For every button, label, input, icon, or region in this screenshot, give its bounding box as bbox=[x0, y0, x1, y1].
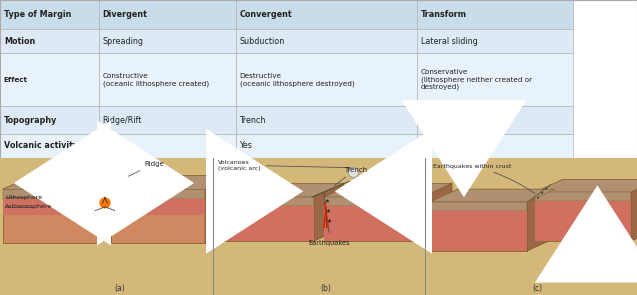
Text: Subduction: Subduction bbox=[240, 37, 285, 46]
Polygon shape bbox=[422, 183, 452, 241]
Polygon shape bbox=[430, 202, 527, 211]
Bar bbox=[0, 29, 99, 53]
Text: Motion: Motion bbox=[4, 37, 35, 46]
Bar bbox=[236, 134, 417, 158]
Polygon shape bbox=[535, 179, 637, 192]
Bar bbox=[417, 53, 573, 106]
Bar bbox=[417, 0, 573, 29]
Text: Spreading: Spreading bbox=[103, 37, 143, 46]
Bar bbox=[99, 53, 236, 106]
Bar bbox=[236, 0, 417, 29]
Text: Trench: Trench bbox=[240, 116, 266, 124]
Text: Conservative
(lithosphere neither created or
destroyed): Conservative (lithosphere neither create… bbox=[421, 69, 532, 90]
Text: Constructive
(oceanic lithosphere created): Constructive (oceanic lithosphere create… bbox=[103, 73, 209, 87]
Bar bbox=[0, 134, 99, 158]
Polygon shape bbox=[111, 176, 235, 189]
Polygon shape bbox=[324, 197, 422, 206]
Bar bbox=[236, 106, 417, 134]
Text: Ridge: Ridge bbox=[129, 161, 164, 176]
Polygon shape bbox=[3, 176, 129, 189]
Bar bbox=[99, 0, 236, 29]
Text: No: No bbox=[421, 141, 432, 150]
Text: $\star$: $\star$ bbox=[540, 189, 545, 195]
Circle shape bbox=[359, 184, 368, 192]
Text: Lateral sliding: Lateral sliding bbox=[421, 37, 478, 46]
Polygon shape bbox=[3, 176, 129, 189]
Text: $\star$: $\star$ bbox=[543, 185, 548, 191]
Circle shape bbox=[348, 168, 359, 178]
Bar bbox=[417, 106, 573, 134]
Text: (c): (c) bbox=[532, 284, 542, 293]
Circle shape bbox=[100, 198, 110, 208]
Text: Ridge/Rift: Ridge/Rift bbox=[103, 116, 142, 124]
Polygon shape bbox=[430, 211, 527, 251]
Polygon shape bbox=[99, 176, 129, 243]
Text: No major effect: No major effect bbox=[421, 116, 484, 124]
Text: Yes: Yes bbox=[240, 141, 252, 150]
Polygon shape bbox=[324, 183, 452, 197]
Text: Effect: Effect bbox=[4, 77, 28, 83]
Bar bbox=[417, 29, 573, 53]
Bar bbox=[99, 134, 236, 158]
Text: Lithosphere: Lithosphere bbox=[5, 194, 42, 199]
Polygon shape bbox=[111, 199, 205, 215]
Text: $\bigstar$: $\bigstar$ bbox=[326, 217, 333, 224]
Text: $\star$: $\star$ bbox=[534, 194, 540, 200]
Text: (a): (a) bbox=[115, 284, 125, 293]
Polygon shape bbox=[216, 183, 344, 197]
Text: Asthenosphere: Asthenosphere bbox=[5, 204, 52, 209]
Text: Destructive
(oceanic lithosphere destroyed): Destructive (oceanic lithosphere destroy… bbox=[240, 73, 354, 87]
Bar bbox=[417, 134, 573, 158]
Polygon shape bbox=[111, 189, 205, 243]
Polygon shape bbox=[111, 176, 235, 189]
Polygon shape bbox=[324, 197, 422, 241]
Polygon shape bbox=[430, 189, 555, 202]
Text: Type of Margin: Type of Margin bbox=[4, 10, 71, 19]
Bar bbox=[0, 0, 99, 29]
Polygon shape bbox=[535, 201, 631, 241]
Polygon shape bbox=[216, 206, 314, 241]
Text: (b): (b) bbox=[320, 284, 331, 293]
Polygon shape bbox=[430, 189, 555, 202]
Polygon shape bbox=[3, 199, 99, 215]
Polygon shape bbox=[324, 183, 452, 197]
Polygon shape bbox=[314, 183, 344, 241]
Text: $\bigstar$: $\bigstar$ bbox=[325, 207, 331, 215]
Polygon shape bbox=[111, 189, 205, 199]
Polygon shape bbox=[3, 189, 99, 199]
Polygon shape bbox=[324, 206, 422, 241]
Bar bbox=[0, 106, 99, 134]
Polygon shape bbox=[527, 189, 555, 251]
Text: $\bigstar$: $\bigstar$ bbox=[324, 197, 331, 205]
Polygon shape bbox=[216, 183, 344, 197]
Text: Yes: Yes bbox=[103, 141, 115, 150]
Text: Volcanic activity?: Volcanic activity? bbox=[4, 141, 83, 150]
Polygon shape bbox=[631, 179, 637, 241]
Polygon shape bbox=[205, 176, 235, 243]
Bar bbox=[236, 53, 417, 106]
Polygon shape bbox=[216, 197, 314, 241]
Text: Divergent: Divergent bbox=[103, 10, 147, 19]
Polygon shape bbox=[430, 202, 527, 251]
Circle shape bbox=[355, 176, 364, 185]
Polygon shape bbox=[535, 179, 637, 192]
Text: Topography: Topography bbox=[4, 116, 57, 124]
Text: Volcanoes
(volcanic arc): Volcanoes (volcanic arc) bbox=[218, 160, 351, 171]
Text: Trench: Trench bbox=[334, 167, 367, 186]
Text: Earthquakes within crust: Earthquakes within crust bbox=[433, 164, 534, 193]
Bar bbox=[99, 29, 236, 53]
Text: Earthquakes: Earthquakes bbox=[308, 240, 350, 246]
Text: Transform: Transform bbox=[421, 10, 467, 19]
Bar bbox=[0, 53, 99, 106]
Bar bbox=[99, 106, 236, 134]
Polygon shape bbox=[535, 192, 631, 201]
Polygon shape bbox=[216, 197, 314, 206]
Bar bbox=[236, 29, 417, 53]
Polygon shape bbox=[535, 192, 631, 241]
Polygon shape bbox=[3, 189, 99, 243]
Text: Convergent: Convergent bbox=[240, 10, 292, 19]
